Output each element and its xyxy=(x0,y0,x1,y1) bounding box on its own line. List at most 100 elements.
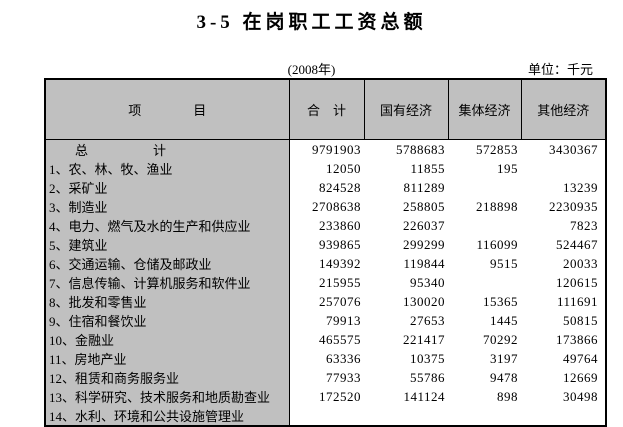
cell-value: 9791903 xyxy=(289,139,364,159)
col-header-total: 合 计 xyxy=(288,78,365,140)
cell-value: 215955 xyxy=(289,273,364,292)
table-row: 6、交通运输、仓储及邮政业 149392 119844 9515 20033 xyxy=(45,254,606,273)
table-row: 8、批发和零售业 257076 130020 15365 111691 xyxy=(45,292,606,311)
cell-value: 1445 xyxy=(448,311,521,330)
cell-value: 572853 xyxy=(448,139,521,159)
cell-value: 524467 xyxy=(521,235,606,254)
cell-value: 20033 xyxy=(521,254,606,273)
table-row: 7、信息传输、计算机服务和软件业 215955 95340 120615 xyxy=(45,273,606,292)
cell-value: 13239 xyxy=(521,178,606,197)
cell-value xyxy=(289,406,364,426)
row-label: 3、制造业 xyxy=(45,197,290,216)
col-header-item: 项 目 xyxy=(44,78,290,140)
cell-value: 5788683 xyxy=(364,139,448,159)
cell-value: 226037 xyxy=(364,216,448,235)
cell-value: 824528 xyxy=(289,178,364,197)
cell-value: 7823 xyxy=(521,216,606,235)
cell-value: 258805 xyxy=(364,197,448,216)
cell-value: 2708638 xyxy=(289,197,364,216)
table-row: 14、水利、环境和公共设施管理业 xyxy=(45,406,606,426)
table-row: 3、制造业 2708638 258805 218898 2230935 xyxy=(45,197,606,216)
cell-value: 811289 xyxy=(364,178,448,197)
cell-value: 172520 xyxy=(289,387,364,406)
cell-value: 11855 xyxy=(364,159,448,178)
cell-value: 27653 xyxy=(364,311,448,330)
cell-value: 465575 xyxy=(289,330,364,349)
year-note: (2008年) xyxy=(287,62,336,77)
cell-value: 221417 xyxy=(364,330,448,349)
table-row: 2、采矿业 824528 811289 13239 xyxy=(45,178,606,197)
cell-value: 218898 xyxy=(448,197,521,216)
cell-value: 63336 xyxy=(289,349,364,368)
page-title: 3-5 在岗职工工资总额 xyxy=(196,12,427,33)
table-row: 5、建筑业 939865 299299 116099 524467 xyxy=(45,235,606,254)
table-row: 4、电力、燃气及水的生产和供应业 233860 226037 7823 xyxy=(45,216,606,235)
cell-value: 50815 xyxy=(521,311,606,330)
cell-value: 116099 xyxy=(448,235,521,254)
cell-value: 70292 xyxy=(448,330,521,349)
total-row: 总 计 9791903 5788683 572853 3430367 xyxy=(45,139,606,159)
table-row: 9、住宿和餐饮业 79913 27653 1445 50815 xyxy=(45,311,606,330)
cell-value: 195 xyxy=(448,159,521,178)
cell-value: 15365 xyxy=(448,292,521,311)
cell-value: 12669 xyxy=(521,368,606,387)
cell-value: 30498 xyxy=(521,387,606,406)
cell-value: 10375 xyxy=(364,349,448,368)
table-row: 13、科学研究、技术服务和地质勘查业 172520 141124 898 30498 xyxy=(45,387,606,406)
row-label: 1、农、林、牧、渔业 xyxy=(45,159,290,178)
cell-value: 3197 xyxy=(448,349,521,368)
cell-value: 9478 xyxy=(448,368,521,387)
cell-value xyxy=(448,273,521,292)
cell-value: 149392 xyxy=(289,254,364,273)
row-label: 9、住宿和餐饮业 xyxy=(45,311,290,330)
cell-value: 2230935 xyxy=(521,197,606,216)
wage-table: 项 目 合 计 国有经济 集体经济 其他经济 总 计 9791903 5788683… xyxy=(44,78,607,427)
cell-value: 95340 xyxy=(364,273,448,292)
cell-value: 12050 xyxy=(289,159,364,178)
row-label: 8、批发和零售业 xyxy=(45,292,290,311)
row-label: 总 计 xyxy=(45,139,290,159)
cell-value: 3430367 xyxy=(521,139,606,159)
table-row: 1、农、林、牧、渔业 12050 11855 195 xyxy=(45,159,606,178)
row-label: 10、金融业 xyxy=(45,330,290,349)
header-row: 项 目 合 计 国有经济 集体经济 其他经济 xyxy=(44,78,607,140)
cell-value: 939865 xyxy=(289,235,364,254)
cell-value: 299299 xyxy=(364,235,448,254)
col-header-other-economy: 其他经济 xyxy=(520,78,607,140)
cell-value: 257076 xyxy=(289,292,364,311)
cell-value: 233860 xyxy=(289,216,364,235)
unit-note: 单位：千元 xyxy=(527,62,593,77)
row-label: 11、房地产业 xyxy=(45,349,290,368)
cell-value: 77933 xyxy=(289,368,364,387)
cell-value: 120615 xyxy=(521,273,606,292)
cell-value: 119844 xyxy=(364,254,448,273)
row-label: 12、租赁和商务服务业 xyxy=(45,368,290,387)
cell-value: 898 xyxy=(448,387,521,406)
table-row: 10、金融业 465575 221417 70292 173866 xyxy=(45,330,606,349)
row-label: 5、建筑业 xyxy=(45,235,290,254)
cell-value: 130020 xyxy=(364,292,448,311)
table-header: 项 目 合 计 国有经济 集体经济 其他经济 xyxy=(44,78,607,140)
cell-value: 79913 xyxy=(289,311,364,330)
table-row: 11、房地产业 63336 10375 3197 49764 xyxy=(45,349,606,368)
cell-value: 111691 xyxy=(521,292,606,311)
cell-value: 49764 xyxy=(521,349,606,368)
cell-value xyxy=(448,216,521,235)
cell-value: 9515 xyxy=(448,254,521,273)
cell-value: 141124 xyxy=(364,387,448,406)
row-label: 2、采矿业 xyxy=(45,178,290,197)
col-header-state-economy: 国有经济 xyxy=(363,78,449,140)
cell-value xyxy=(448,406,521,426)
row-label: 6、交通运输、仓储及邮政业 xyxy=(45,254,290,273)
cell-value xyxy=(364,406,448,426)
row-label: 4、电力、燃气及水的生产和供应业 xyxy=(45,216,290,235)
row-label: 7、信息传输、计算机服务和软件业 xyxy=(45,273,290,292)
cell-value: 173866 xyxy=(521,330,606,349)
col-header-collective-economy: 集体经济 xyxy=(447,78,522,140)
row-label: 13、科学研究、技术服务和地质勘查业 xyxy=(45,387,290,406)
table-row: 12、租赁和商务服务业 77933 55786 9478 12669 xyxy=(45,368,606,387)
cell-value xyxy=(448,178,521,197)
cell-value xyxy=(521,159,606,178)
row-label: 14、水利、环境和公共设施管理业 xyxy=(45,406,290,426)
cell-value xyxy=(521,406,606,426)
